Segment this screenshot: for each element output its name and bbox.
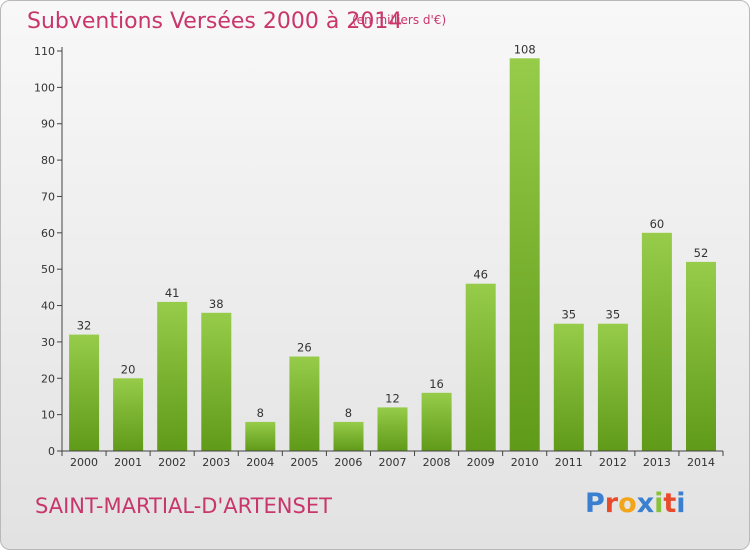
data-label-2006: 8	[345, 406, 352, 420]
logo-letter: x	[636, 488, 655, 519]
x-tick-label: 2013	[643, 456, 671, 469]
bar-2004	[245, 421, 276, 451]
x-tick-label: 2000	[70, 456, 98, 469]
x-tick-label: 2006	[334, 456, 362, 469]
data-label-2012: 35	[606, 308, 621, 322]
y-tick-label: 90	[41, 118, 55, 131]
chart-unit: (en milliers d'€)	[352, 13, 447, 27]
logo-letter: P	[585, 488, 605, 519]
commune-name: SAINT-MARTIAL-D'ARTENSET	[35, 494, 332, 518]
logo-letter: r	[604, 488, 619, 519]
proxiti-logo[interactable]: Proxiti	[585, 488, 686, 519]
x-tick-label: 2014	[687, 456, 715, 469]
data-label-2007: 12	[385, 391, 400, 405]
y-tick-label: 40	[41, 300, 55, 313]
logo-letter: i	[676, 488, 686, 519]
y-tick-label: 0	[48, 445, 55, 458]
bar-2001	[113, 378, 144, 451]
y-tick-label: 30	[41, 336, 55, 349]
y-axis: 0 10 20 30 40 50 60 70 80 90 100 110	[34, 45, 63, 458]
x-tick-label: 2009	[467, 456, 495, 469]
bar-2007	[377, 407, 408, 451]
data-label-2003: 38	[209, 297, 224, 311]
x-tick-label: 2002	[158, 456, 186, 469]
x-tick-label: 2004	[246, 456, 274, 469]
x-tick-label: 2011	[555, 456, 583, 469]
data-label-2008: 16	[429, 377, 444, 391]
y-tick-label: 70	[41, 190, 55, 203]
y-tick-label: 100	[34, 81, 55, 94]
x-tick-label: 2010	[511, 456, 539, 469]
bar-2014	[686, 261, 716, 451]
x-tick-label: 2007	[379, 456, 407, 469]
bar-2010	[509, 58, 540, 452]
data-label-2000: 32	[77, 319, 92, 333]
bar-2005	[289, 356, 320, 451]
logo-letter: o	[618, 488, 637, 519]
y-tick-label: 60	[41, 227, 55, 240]
y-tick-label: 10	[41, 409, 55, 422]
data-label-2004: 8	[257, 406, 264, 420]
data-label-2002: 41	[165, 286, 180, 300]
bar-2002	[157, 301, 188, 451]
data-label-2014: 52	[694, 246, 709, 260]
data-label-2005: 26	[297, 340, 312, 354]
data-label-2011: 35	[561, 308, 576, 322]
chart-title: Subventions Versées 2000 à 2014	[27, 9, 403, 34]
data-label-2013: 60	[650, 217, 665, 231]
x-tick-label: 2003	[202, 456, 230, 469]
x-tick-label: 2012	[599, 456, 627, 469]
bar-2008	[421, 392, 452, 451]
bar-2011	[553, 323, 584, 451]
bar-2000	[69, 334, 100, 451]
y-tick-label: 80	[41, 154, 55, 167]
x-tick-label: 2005	[290, 456, 318, 469]
bar-2006	[333, 421, 364, 451]
logo-letter: t	[663, 488, 677, 519]
bar-2003	[201, 312, 232, 451]
data-label-2009: 46	[473, 268, 488, 282]
logo-letter: i	[654, 488, 664, 519]
bars: 32 20 41 38 8 26 8 12 16 46 108 35 35 60 52	[69, 42, 716, 452]
y-tick-label: 110	[34, 45, 55, 58]
bar-2013	[641, 232, 672, 451]
bar-2009	[465, 283, 496, 451]
data-label-2010: 108	[514, 42, 536, 56]
data-label-2001: 20	[121, 362, 136, 376]
bar-2012	[597, 323, 628, 451]
x-tick-label: 2008	[423, 456, 451, 469]
x-tick-label: 2001	[114, 456, 142, 469]
x-axis: 2000 2001 2002 2003 2004 2005 2006 2007 2008 2009…	[57, 450, 724, 469]
y-tick-label: 50	[41, 263, 55, 276]
y-tick-label: 20	[41, 372, 55, 385]
